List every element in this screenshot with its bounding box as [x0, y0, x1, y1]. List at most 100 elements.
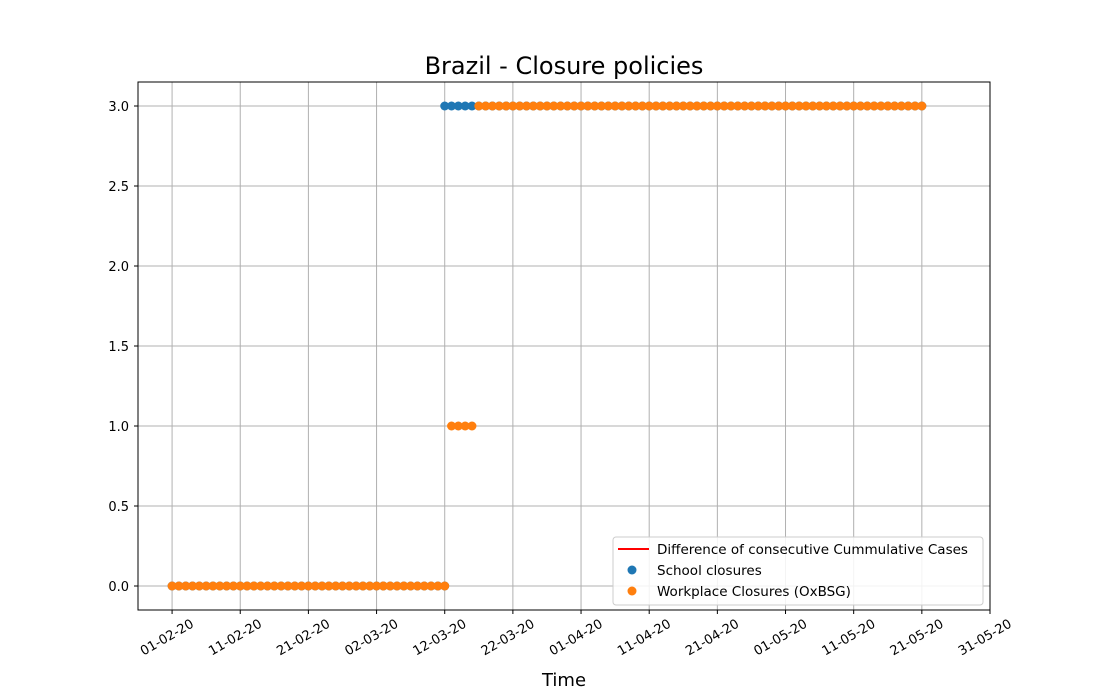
- x-tick-label: 22-03-20: [479, 617, 538, 659]
- workplace-closure-point: [399, 581, 409, 591]
- workplace-closure-point: [760, 101, 770, 111]
- workplace-closure-point: [460, 421, 470, 431]
- workplace-closure-point: [542, 101, 552, 111]
- legend-box: [612, 536, 984, 606]
- workplace-closure-point: [351, 581, 361, 591]
- workplace-closure-point: [481, 101, 491, 111]
- workplace-closure-point: [576, 101, 586, 111]
- workplace-closure-point: [249, 581, 259, 591]
- workplace-closure-point: [562, 101, 572, 111]
- workplace-closure-point: [303, 581, 313, 591]
- workplace-closure-point: [474, 101, 484, 111]
- workplace-closure-point: [903, 101, 913, 111]
- workplace-closure-point: [290, 581, 300, 591]
- workplace-closure-point: [862, 101, 872, 111]
- workplace-closure-point: [617, 101, 627, 111]
- workplace-closure-point: [337, 581, 347, 591]
- workplace-closure-point: [712, 101, 722, 111]
- workplace-closure-point: [890, 101, 900, 111]
- workplace-closure-point: [365, 581, 375, 591]
- workplace-closure-point: [910, 101, 920, 111]
- workplace-closure-point: [590, 101, 600, 111]
- workplace-closure-point: [222, 581, 232, 591]
- workplace-closure-point: [692, 101, 702, 111]
- workplace-closure-point: [849, 101, 859, 111]
- workplace-closure-point: [678, 101, 688, 111]
- workplace-closure-point: [596, 101, 606, 111]
- workplace-closure-point: [344, 581, 354, 591]
- school-closure-point: [447, 101, 457, 111]
- data-points: [167, 101, 927, 591]
- workplace-closure-point: [549, 101, 559, 111]
- workplace-closure-point: [494, 101, 504, 111]
- workplace-closure-point: [631, 101, 641, 111]
- workplace-closure-point: [651, 101, 661, 111]
- workplace-closure-point: [208, 581, 218, 591]
- workplace-closure-point: [774, 101, 784, 111]
- x-tick-label: 12-03-20: [411, 617, 470, 659]
- workplace-closure-point: [433, 581, 443, 591]
- workplace-closure-point: [767, 101, 777, 111]
- workplace-closure-point: [583, 101, 593, 111]
- legend-label-cases: Difference of consecutive Cummulative Ca…: [657, 542, 968, 558]
- workplace-closure-point: [869, 101, 879, 111]
- workplace-closure-point: [283, 581, 293, 591]
- workplace-closure-point: [167, 581, 177, 591]
- workplace-closure-point: [276, 581, 286, 591]
- workplace-closure-point: [467, 421, 477, 431]
- workplace-closure-point: [828, 101, 838, 111]
- workplace-closure-point: [781, 101, 791, 111]
- workplace-closure-point: [487, 101, 497, 111]
- workplace-closure-point: [671, 101, 681, 111]
- workplace-closure-point: [835, 101, 845, 111]
- workplace-closure-point: [310, 581, 320, 591]
- workplace-closure-point: [263, 581, 273, 591]
- workplace-closure-point: [624, 101, 634, 111]
- workplace-closure-point: [501, 101, 511, 111]
- x-tick-label: 21-02-20: [274, 617, 333, 659]
- workplace-closure-point: [324, 581, 334, 591]
- workplace-closure-point: [201, 581, 211, 591]
- y-tick-label: 3.0: [108, 100, 129, 115]
- workplace-closure-point: [181, 581, 191, 591]
- legend-school-marker: [627, 565, 637, 575]
- workplace-closure-point: [372, 581, 382, 591]
- workplace-closure-point: [385, 581, 395, 591]
- workplace-closure-point: [508, 101, 518, 111]
- x-axis-label: Time: [541, 670, 586, 687]
- x-tick-label: 31-05-20: [956, 617, 1015, 659]
- workplace-closure-point: [644, 101, 654, 111]
- workplace-closure-point: [317, 581, 327, 591]
- workplace-closure-point: [821, 101, 831, 111]
- workplace-closure-point: [855, 101, 865, 111]
- workplace-closure-point: [522, 101, 532, 111]
- workplace-closure-point: [447, 421, 457, 431]
- workplace-closure-point: [801, 101, 811, 111]
- x-tick-label: 21-04-20: [683, 617, 742, 659]
- chart-title: Brazil - Closure policies: [425, 52, 704, 80]
- workplace-closure-point: [256, 581, 266, 591]
- workplace-closure-point: [883, 101, 893, 111]
- workplace-closure-point: [174, 581, 184, 591]
- y-tick-label: 1.0: [108, 420, 129, 435]
- workplace-closure-point: [426, 581, 436, 591]
- workplace-closure-point: [699, 101, 709, 111]
- workplace-closure-point: [412, 581, 422, 591]
- workplace-closure-point: [815, 101, 825, 111]
- workplace-closure-point: [228, 581, 238, 591]
- workplace-closure-point: [358, 581, 368, 591]
- workplace-closure-point: [787, 101, 797, 111]
- school-closure-point: [440, 101, 450, 111]
- workplace-closure-point: [808, 101, 818, 111]
- legend: Difference of consecutive Cummulative Ca…: [612, 536, 984, 606]
- workplace-closure-point: [392, 581, 402, 591]
- workplace-closure-point: [331, 581, 341, 591]
- workplace-closure-point: [637, 101, 647, 111]
- workplace-closure-point: [440, 581, 450, 591]
- x-tick-label: 21-05-20: [888, 617, 947, 659]
- x-tick-label: 11-05-20: [820, 617, 879, 659]
- workplace-closure-point: [733, 101, 743, 111]
- x-tick-label: 02-03-20: [343, 617, 402, 659]
- workplace-closure-point: [685, 101, 695, 111]
- y-tick-label: 0.5: [108, 500, 129, 515]
